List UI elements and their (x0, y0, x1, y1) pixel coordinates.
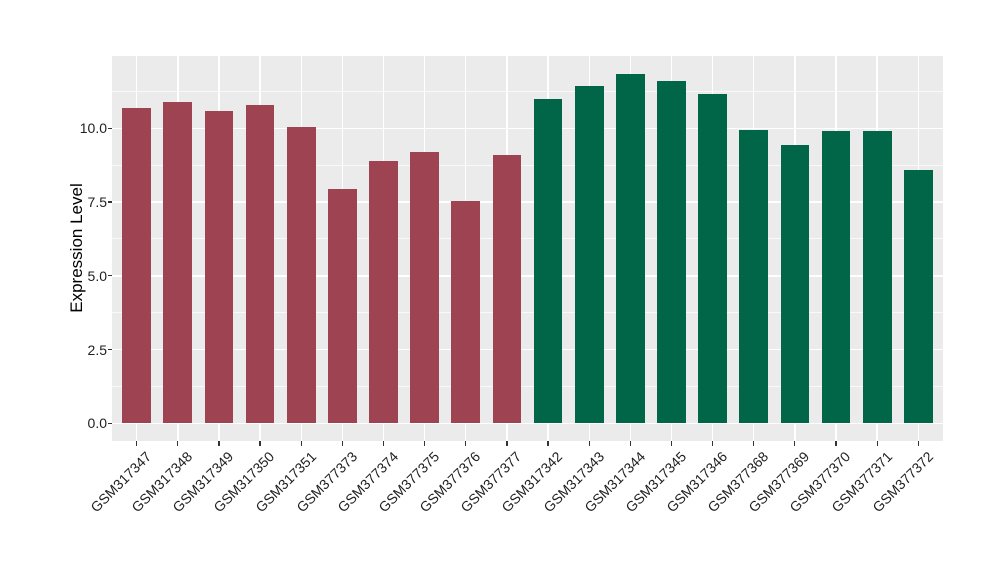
x-tick-mark (670, 441, 673, 446)
bar-gsm377372 (903, 169, 933, 424)
x-tick-mark (136, 441, 138, 446)
x-tick-mark (835, 441, 837, 446)
x-tick-mark (300, 441, 302, 446)
bar-gsm377370 (821, 131, 851, 424)
x-tick-mark (588, 441, 590, 446)
x-tick-mark (341, 441, 343, 446)
minor-gridline (112, 312, 943, 314)
y-tick-mark (108, 275, 112, 277)
bar-gsm317351 (286, 126, 316, 424)
y-tick-label: 2.5 (87, 341, 107, 358)
bar-gsm317346 (698, 94, 728, 424)
bar-gsm377368 (739, 129, 769, 424)
y-tick-mark (108, 422, 112, 424)
x-tick-mark (629, 441, 631, 446)
x-tick-mark (218, 441, 220, 446)
x-tick-mark (424, 441, 426, 446)
x-tick-mark (794, 441, 796, 446)
major-gridline (112, 127, 943, 129)
bar-gsm317342 (533, 98, 563, 424)
y-tick-mark (108, 348, 112, 351)
x-tick-mark (382, 441, 385, 446)
major-gridline (112, 348, 943, 351)
bar-gsm317349 (204, 110, 234, 424)
x-tick-mark (876, 441, 878, 446)
bar-gsm377373 (327, 188, 357, 424)
bar-gsm377377 (492, 154, 522, 424)
bar-gsm317343 (574, 85, 604, 424)
bar-gsm317350 (245, 104, 275, 424)
x-tick-mark (177, 441, 179, 446)
y-tick-mark (108, 127, 112, 129)
y-tick-label: 0.0 (87, 415, 107, 432)
y-tick-label: 10.0 (79, 120, 107, 137)
y-tick-mark (108, 201, 112, 203)
bar-gsm377374 (369, 160, 398, 424)
bar-gsm377371 (862, 131, 892, 424)
bar-gsm377376 (451, 200, 481, 424)
minor-gridline (112, 238, 943, 240)
x-tick-mark (259, 441, 261, 446)
x-tick-mark (547, 441, 549, 446)
y-tick-label: 7.5 (87, 194, 107, 211)
bar-gsm377369 (780, 144, 810, 424)
major-gridline (112, 275, 943, 277)
minor-gridline (112, 90, 943, 92)
minor-gridline (112, 164, 943, 166)
major-gridline (112, 422, 943, 424)
minor-gridline (112, 385, 943, 387)
x-tick-mark (465, 441, 467, 446)
bar-gsm317348 (163, 101, 193, 424)
bar-gsm377375 (410, 151, 440, 424)
y-tick-label: 5.0 (87, 267, 107, 284)
x-tick-mark (917, 441, 919, 446)
x-tick-mark (712, 441, 714, 446)
major-gridline (112, 201, 943, 203)
plot-panel (112, 56, 943, 441)
x-tick-mark (753, 441, 755, 446)
x-tick-mark (506, 441, 508, 446)
bar-gsm317347 (122, 107, 152, 424)
bar-gsm317345 (657, 81, 686, 424)
bar-gsm317344 (615, 73, 645, 424)
